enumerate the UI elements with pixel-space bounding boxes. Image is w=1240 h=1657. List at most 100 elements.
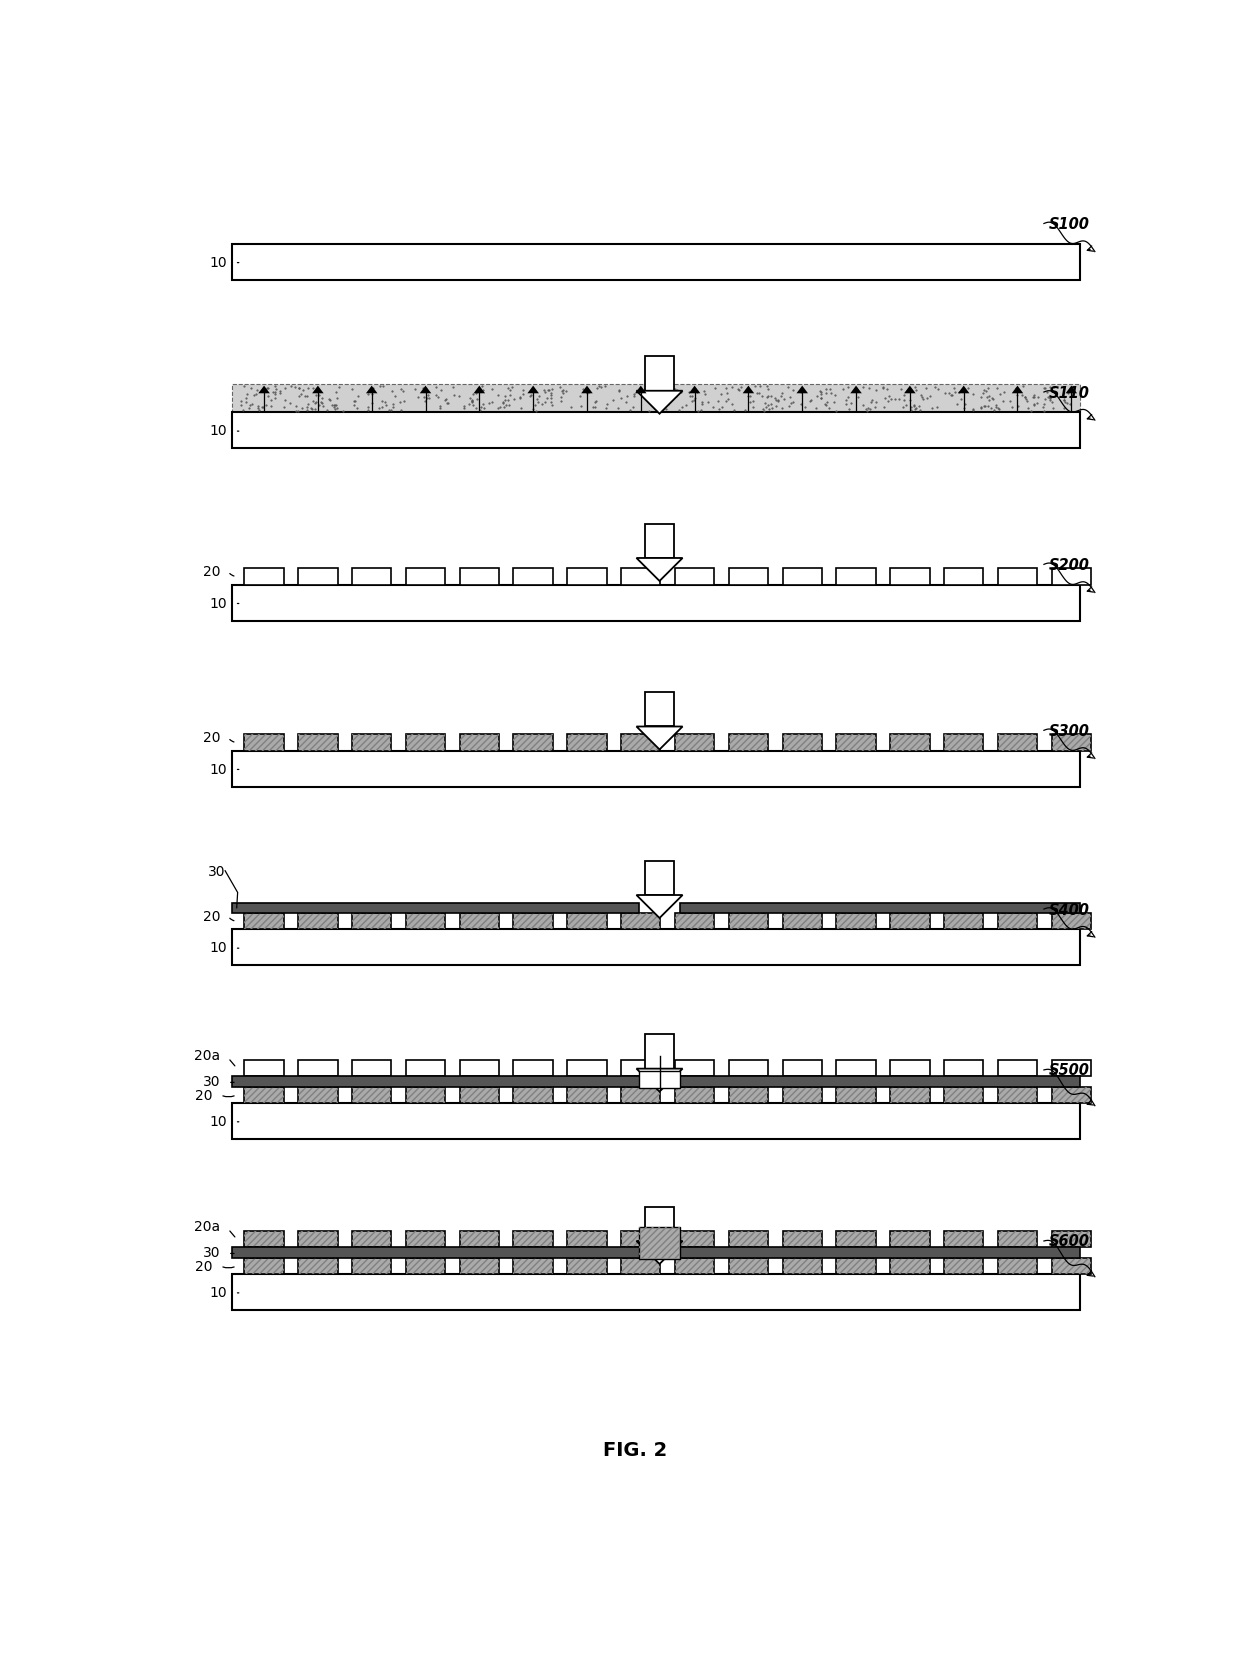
Point xyxy=(427,383,446,409)
Point xyxy=(265,381,285,408)
Point xyxy=(688,398,708,424)
Bar xyxy=(405,1231,445,1248)
Point xyxy=(1040,386,1060,413)
Point xyxy=(904,393,924,419)
Point xyxy=(773,379,792,406)
Bar xyxy=(890,1258,930,1274)
Point xyxy=(1054,384,1074,411)
Point xyxy=(644,393,663,419)
Point xyxy=(687,379,707,406)
Point xyxy=(572,393,591,419)
Point xyxy=(728,376,748,403)
Point xyxy=(1040,388,1060,414)
Point xyxy=(1054,388,1074,414)
Bar xyxy=(352,1087,392,1104)
Point xyxy=(1022,398,1042,424)
Bar xyxy=(244,1231,284,1248)
Bar xyxy=(352,1231,392,1248)
Point xyxy=(305,391,325,418)
Point xyxy=(712,394,732,421)
Point xyxy=(609,378,629,404)
Point xyxy=(877,376,897,403)
Point xyxy=(309,393,329,419)
Point xyxy=(843,378,863,404)
Point xyxy=(511,384,531,411)
Point xyxy=(573,376,593,403)
Point xyxy=(466,396,486,423)
Point xyxy=(526,398,546,424)
Point xyxy=(941,383,961,409)
Bar xyxy=(513,1087,553,1104)
Point xyxy=(312,391,332,418)
Point xyxy=(981,396,1001,423)
Bar xyxy=(729,913,768,930)
Bar xyxy=(298,1258,337,1274)
Point xyxy=(857,398,877,424)
Point xyxy=(904,394,924,421)
Point xyxy=(1024,393,1044,419)
Text: FIG. 2: FIG. 2 xyxy=(604,1440,667,1458)
Bar xyxy=(729,1087,768,1104)
Bar xyxy=(836,1087,875,1104)
Bar xyxy=(405,1060,445,1077)
Point xyxy=(985,398,1004,424)
Bar xyxy=(352,913,392,930)
Bar xyxy=(729,1060,768,1077)
Point xyxy=(444,383,464,409)
Point xyxy=(945,376,965,403)
Bar xyxy=(1052,1060,1091,1077)
Point xyxy=(653,396,673,423)
Point xyxy=(280,391,300,418)
Point xyxy=(928,394,947,421)
Point xyxy=(761,383,781,409)
Point xyxy=(815,391,835,418)
Point xyxy=(821,379,841,406)
Point xyxy=(253,394,273,421)
Point xyxy=(874,386,894,413)
Bar xyxy=(621,734,661,751)
Point xyxy=(672,394,692,421)
Point xyxy=(791,379,811,406)
Point xyxy=(376,389,396,416)
Bar xyxy=(1052,734,1091,751)
Bar xyxy=(567,1231,606,1248)
Point xyxy=(460,386,480,413)
Point xyxy=(542,376,562,403)
Point xyxy=(496,393,516,419)
Point xyxy=(470,398,490,424)
Point xyxy=(1023,384,1043,411)
Bar xyxy=(675,1087,714,1104)
Point xyxy=(1058,391,1078,418)
Point xyxy=(949,379,968,406)
Point xyxy=(528,389,548,416)
Point xyxy=(405,376,425,403)
Point xyxy=(978,393,998,419)
Point xyxy=(434,388,454,414)
Bar xyxy=(567,913,606,930)
Point xyxy=(342,376,362,403)
Point xyxy=(784,378,804,404)
Bar xyxy=(1052,913,1091,930)
Point xyxy=(801,388,821,414)
Point xyxy=(579,379,599,406)
Point xyxy=(780,384,800,411)
Point xyxy=(510,384,529,411)
Bar xyxy=(232,384,1080,413)
Point xyxy=(890,376,910,403)
Point xyxy=(622,394,642,421)
Polygon shape xyxy=(851,386,862,394)
Point xyxy=(680,379,699,406)
Point xyxy=(971,396,991,423)
Point xyxy=(487,383,507,409)
Polygon shape xyxy=(1065,386,1078,394)
Bar xyxy=(460,1060,498,1077)
Bar xyxy=(352,1087,392,1104)
Point xyxy=(537,386,557,413)
Point xyxy=(986,393,1006,419)
Point xyxy=(749,381,769,408)
Point xyxy=(874,394,894,421)
Text: 10: 10 xyxy=(210,762,227,775)
Point xyxy=(925,374,945,401)
Point xyxy=(882,386,901,413)
Point xyxy=(942,383,962,409)
